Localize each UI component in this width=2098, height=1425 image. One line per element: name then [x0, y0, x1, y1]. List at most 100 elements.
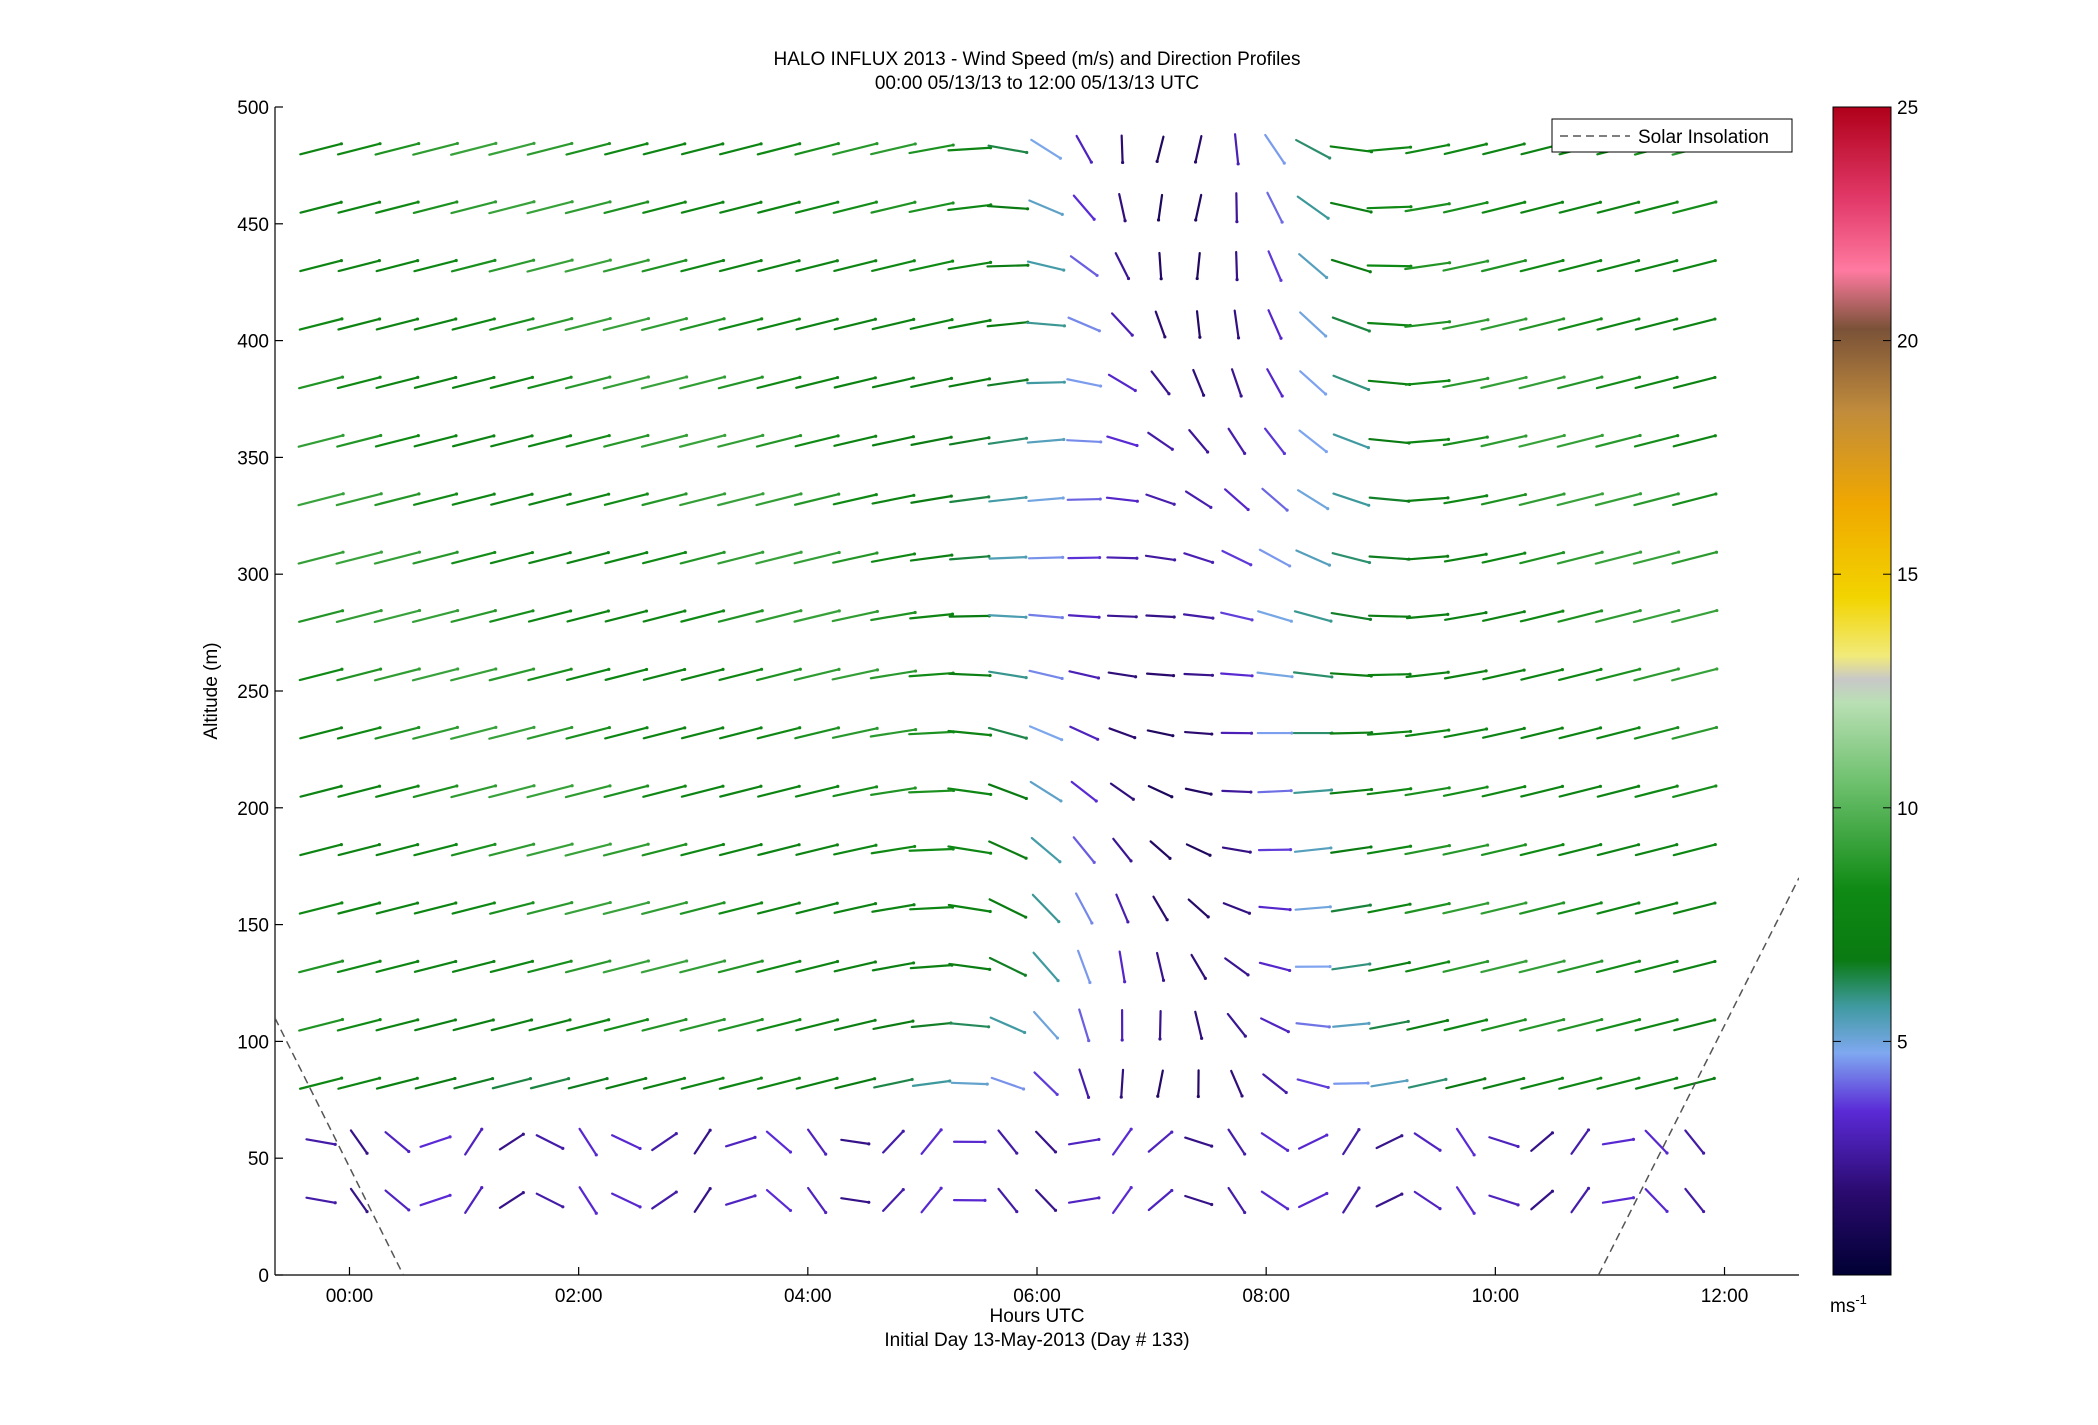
wind-barb — [1035, 1189, 1057, 1212]
wind-barb-head — [1061, 496, 1065, 500]
wind-barb-head — [1586, 1128, 1591, 1132]
wind-barb — [679, 959, 726, 974]
wind-barb-head — [417, 550, 421, 554]
wind-barb — [718, 1077, 763, 1090]
wind-barb-head — [1409, 205, 1413, 209]
wind-barb-head — [873, 902, 878, 906]
wind-barb — [1413, 1190, 1442, 1210]
wind-barb-head — [1599, 901, 1603, 905]
wind-barb-head — [1053, 1150, 1058, 1154]
wind-barb-head — [1357, 1128, 1361, 1132]
wind-barb-head — [492, 317, 496, 321]
wind-barb — [488, 726, 536, 740]
wind-barb-head — [1282, 451, 1286, 456]
wind-barb — [1264, 427, 1286, 455]
wind-barbs — [297, 133, 1719, 1215]
wind-barb-head — [721, 1076, 725, 1080]
wind-barb-head — [1523, 200, 1527, 204]
x-tick-label: 06:00 — [1013, 1286, 1061, 1307]
wind-barb-head — [1021, 1087, 1026, 1091]
wind-barb — [1258, 548, 1291, 568]
legend-label-solar: Solar Insolation — [1638, 127, 1769, 148]
wind-barb — [336, 142, 382, 156]
wind-barb-head — [1129, 1185, 1133, 1190]
wind-barb — [1634, 1077, 1678, 1090]
wind-barb-head — [1523, 843, 1527, 847]
wind-barb — [1330, 904, 1372, 913]
wind-barb — [464, 1186, 483, 1214]
wind-barb — [1154, 310, 1166, 338]
wind-barb — [1368, 437, 1411, 445]
wind-barb-head — [416, 200, 420, 204]
wind-barb — [1260, 1132, 1289, 1152]
wind-barb-head — [608, 316, 612, 321]
wind-barb — [1481, 201, 1526, 214]
wind-barb — [717, 609, 764, 623]
wind-barb — [693, 1129, 712, 1155]
wind-barb-head — [760, 901, 764, 905]
wind-barb — [1520, 1077, 1564, 1090]
wind-barb-head — [1367, 329, 1371, 333]
wind-barb-head — [1195, 276, 1199, 281]
wind-barb — [566, 1018, 610, 1032]
wind-barb — [756, 376, 801, 390]
wind-barb — [869, 669, 917, 680]
x-tick-label: 10:00 — [1472, 1286, 1520, 1307]
wind-barb — [725, 1194, 757, 1206]
wind-barb — [718, 901, 763, 915]
wind-barb — [832, 493, 878, 506]
wind-barb-head — [1156, 1094, 1160, 1098]
wind-barb — [564, 784, 612, 799]
wind-barb-head — [950, 612, 955, 616]
wind-barb-head — [416, 959, 420, 963]
wind-barb-head — [873, 376, 877, 380]
wind-barb — [640, 434, 688, 448]
wind-barb — [337, 843, 381, 857]
wind-barb — [1297, 1192, 1328, 1209]
wind-barb — [1293, 610, 1333, 623]
wind-barb — [375, 1018, 419, 1032]
wind-barb-head — [493, 609, 497, 613]
wind-barb-head — [1485, 843, 1490, 847]
wind-barb — [719, 785, 763, 798]
wind-barb-head — [1598, 784, 1602, 788]
wind-barb — [641, 843, 687, 857]
wind-barb-head — [1438, 1148, 1442, 1152]
wind-barb — [997, 1129, 1018, 1155]
wind-barb-head — [723, 492, 727, 496]
wind-barb-head — [1408, 902, 1412, 906]
wind-barb-head — [797, 259, 801, 263]
wind-barb — [337, 201, 381, 214]
wind-barb-head — [531, 667, 536, 671]
wind-barb-head — [378, 959, 382, 963]
wind-barb — [1633, 667, 1680, 682]
wind-barb — [1644, 1129, 1669, 1155]
wind-barb — [1296, 195, 1330, 220]
wind-barb-head — [983, 1198, 987, 1202]
wind-barb — [299, 201, 343, 214]
wind-barb — [419, 1194, 452, 1207]
wind-barb — [1110, 312, 1134, 337]
wind-barb-head — [1484, 142, 1488, 146]
wind-barb — [450, 843, 497, 857]
wind-barb-head — [644, 609, 649, 613]
wind-barb — [680, 726, 724, 740]
wind-barb-head — [1210, 1144, 1214, 1148]
wind-barb — [987, 378, 1029, 387]
wind-barb — [1368, 555, 1411, 561]
wind-barb-head — [798, 433, 803, 438]
wind-barb — [1332, 1022, 1371, 1028]
wind-barb — [336, 960, 382, 974]
wind-barb — [411, 667, 459, 682]
wind-barb — [1672, 960, 1717, 973]
wind-barb-head — [1024, 555, 1028, 559]
wind-barb — [1405, 671, 1450, 679]
wind-barb — [336, 434, 382, 448]
wind-barb — [988, 670, 1028, 679]
wind-barb-head — [1129, 859, 1133, 863]
wind-barb-head — [835, 317, 839, 321]
wind-barb — [1443, 494, 1488, 505]
wind-barb-head — [1713, 1018, 1717, 1022]
wind-barb — [1266, 191, 1284, 224]
